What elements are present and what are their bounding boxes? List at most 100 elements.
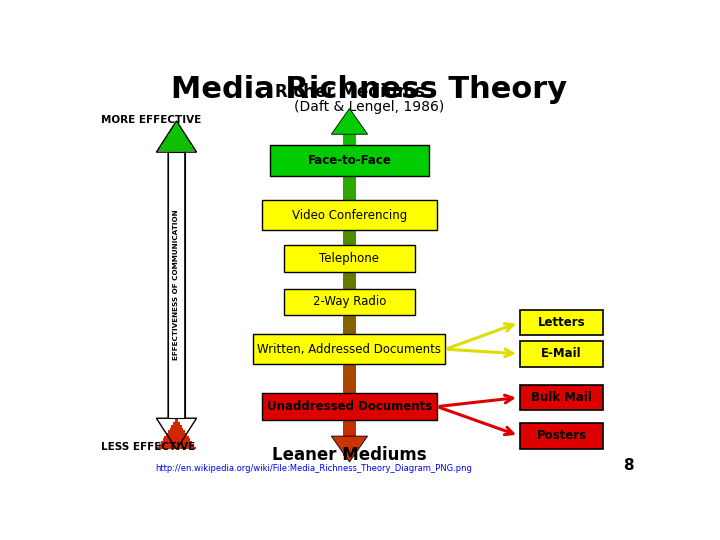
Bar — [168, 225, 185, 228]
Bar — [168, 151, 185, 154]
Text: Leaner Mediums: Leaner Mediums — [272, 446, 427, 464]
Bar — [174, 124, 179, 126]
Bar — [168, 192, 185, 195]
Bar — [343, 152, 356, 156]
Bar — [168, 288, 185, 291]
Bar — [168, 291, 185, 293]
Bar — [168, 378, 185, 381]
Bar — [168, 272, 185, 274]
Text: 2-Way Radio: 2-Way Radio — [312, 295, 386, 308]
Bar — [343, 173, 356, 176]
Bar — [343, 200, 356, 203]
Bar — [168, 359, 185, 362]
Bar — [343, 271, 356, 274]
Bar — [168, 214, 185, 217]
Bar — [168, 302, 185, 305]
Bar — [168, 403, 185, 406]
Bar — [168, 236, 185, 239]
Bar — [343, 250, 356, 254]
Bar — [168, 239, 185, 241]
Bar — [168, 173, 185, 176]
Bar — [168, 228, 185, 231]
Bar — [343, 442, 356, 446]
Bar — [343, 426, 356, 429]
Bar — [343, 149, 356, 152]
Bar — [168, 400, 185, 403]
Bar — [343, 230, 356, 233]
Bar — [163, 438, 190, 441]
Bar — [164, 436, 189, 438]
Bar — [168, 277, 185, 280]
Bar — [343, 422, 356, 426]
Bar — [343, 159, 356, 163]
Bar — [343, 325, 356, 328]
Bar — [343, 186, 356, 190]
Bar — [167, 134, 186, 137]
Bar — [168, 203, 185, 206]
Bar — [168, 184, 185, 187]
Bar — [343, 368, 356, 372]
Bar — [343, 143, 356, 146]
Bar — [163, 140, 189, 143]
Bar — [343, 388, 356, 392]
Bar — [168, 222, 185, 225]
Bar — [343, 213, 356, 217]
Bar — [343, 318, 356, 321]
Bar — [343, 338, 356, 341]
Bar — [343, 170, 356, 173]
Bar — [343, 294, 356, 298]
Text: Written, Addressed Documents: Written, Addressed Documents — [258, 343, 441, 356]
Bar — [343, 382, 356, 385]
Bar — [343, 348, 356, 351]
Bar — [168, 392, 185, 395]
Bar — [168, 408, 185, 411]
Text: MORE EFFECTIVE: MORE EFFECTIVE — [101, 114, 202, 125]
Bar — [168, 167, 185, 170]
Bar — [343, 179, 356, 183]
Bar — [343, 375, 356, 378]
Text: Unaddressed Documents: Unaddressed Documents — [267, 400, 432, 413]
Bar — [168, 332, 185, 334]
Bar — [343, 432, 356, 435]
Bar — [343, 227, 356, 230]
Bar — [343, 355, 356, 358]
Bar — [343, 298, 356, 301]
Bar — [168, 384, 185, 387]
Bar — [343, 321, 356, 325]
Bar — [168, 375, 185, 378]
Bar — [343, 163, 356, 166]
Bar — [175, 419, 178, 422]
FancyBboxPatch shape — [520, 310, 603, 335]
Bar — [343, 223, 356, 227]
Bar — [343, 378, 356, 382]
Bar — [343, 328, 356, 331]
Bar — [168, 195, 185, 198]
Bar — [168, 364, 185, 367]
Bar — [168, 340, 185, 343]
Bar — [343, 129, 356, 132]
Bar — [168, 299, 185, 302]
Text: Richer Mediums: Richer Mediums — [274, 83, 424, 101]
Bar — [168, 397, 185, 400]
Bar — [168, 157, 185, 159]
Bar — [343, 233, 356, 237]
Bar — [343, 392, 356, 395]
FancyBboxPatch shape — [520, 341, 603, 367]
Bar — [168, 181, 185, 184]
Bar — [168, 296, 185, 299]
Text: Bulk Mail: Bulk Mail — [531, 391, 592, 404]
Bar — [168, 208, 185, 211]
Bar — [168, 252, 185, 255]
Bar — [343, 237, 356, 240]
Bar — [343, 166, 356, 170]
Bar — [168, 416, 185, 419]
Bar — [168, 285, 185, 288]
Text: Media Richness Theory: Media Richness Theory — [171, 75, 567, 104]
Bar — [343, 176, 356, 179]
Bar — [343, 301, 356, 304]
Bar — [343, 395, 356, 399]
Bar — [157, 447, 196, 449]
Bar — [168, 293, 185, 296]
Bar — [168, 337, 185, 340]
FancyBboxPatch shape — [520, 423, 603, 449]
